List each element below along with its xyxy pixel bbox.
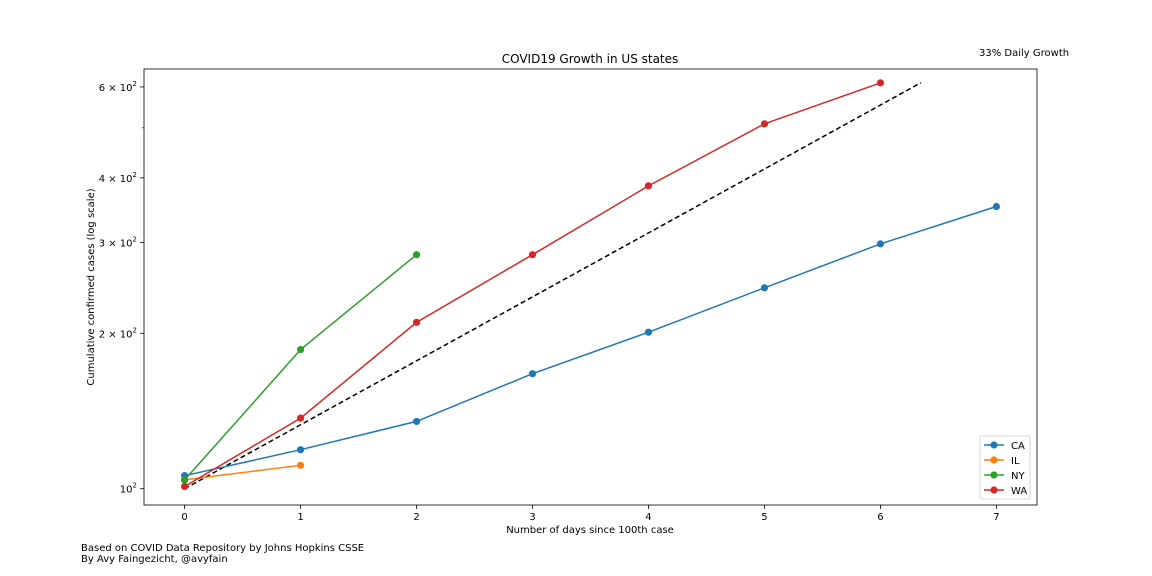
data-point-ca (412, 417, 421, 426)
legend-marker-il (990, 456, 998, 464)
data-point-ca (528, 370, 537, 378)
x-tick-label: 6 (877, 512, 883, 523)
series-ca (180, 202, 1001, 480)
reference-line (184, 82, 922, 490)
chart-title: COVID19 Growth in US states (502, 52, 679, 66)
x-tick-label: 1 (297, 512, 303, 523)
data-point-wa (528, 251, 537, 259)
data-point-ca (992, 202, 1001, 211)
data-point-wa (876, 79, 885, 87)
data-point-wa (296, 414, 305, 422)
series-layer (180, 79, 1001, 491)
x-tick-label: 7 (993, 512, 999, 523)
y-tick-label: 4 × 102 (99, 171, 137, 185)
data-point-ny (180, 476, 189, 484)
credits-source: Based on COVID Data Repository by Johns … (81, 543, 365, 554)
series-wa (180, 79, 885, 491)
credits-author: By Avy Faingezicht, @avyfain (81, 554, 228, 565)
legend-marker-ny (990, 471, 998, 479)
x-tick-label: 3 (529, 512, 535, 523)
data-point-wa (760, 120, 769, 128)
y-axis-label: Cumulative confirmed cases (log scale) (86, 188, 97, 385)
y-tick-label: 6 × 102 (99, 80, 137, 94)
x-tick-label: 4 (645, 512, 651, 523)
data-point-ny (412, 251, 421, 259)
credits: Based on COVID Data Repository by Johns … (81, 543, 364, 565)
data-point-ca (296, 446, 305, 454)
y-tick-label: 102 (120, 482, 137, 496)
data-point-ca (760, 284, 769, 292)
x-ticks: 0 1 2 3 4 5 6 7 (181, 505, 1000, 523)
x-tick-label: 5 (761, 512, 767, 523)
y-ticks: 102 2 × 102 3 × 102 4 × 102 6 × 102 (99, 80, 144, 496)
plot-frame (143, 68, 1038, 506)
data-point-ca (876, 240, 885, 248)
data-point-wa (412, 318, 421, 326)
series-line-ca (184, 205, 997, 477)
x-axis-label: Number of days since 100th case (506, 525, 674, 536)
legend: CA IL NY WA (979, 435, 1031, 500)
reference-layer (184, 82, 922, 490)
legend-label-il: IL (1011, 456, 1020, 467)
legend-marker-wa (990, 486, 998, 494)
legend-label-ca: CA (1011, 441, 1025, 452)
x-tick-label: 2 (413, 512, 419, 523)
y-tick-label: 2 × 102 (99, 326, 137, 340)
data-point-wa (644, 182, 653, 190)
plot-area (144, 69, 1037, 505)
y-tick-label: 3 × 102 (99, 235, 137, 249)
data-point-il (296, 461, 305, 469)
reference-line-label: 33% Daily Growth (979, 48, 1070, 59)
x-tick-label: 0 (181, 512, 187, 523)
data-point-ny (296, 345, 305, 354)
series-ny (180, 251, 421, 484)
data-point-ca (644, 328, 653, 336)
legend-box (979, 435, 1031, 500)
legend-marker-ca (990, 441, 998, 449)
legend-label-wa: WA (1011, 486, 1027, 497)
series-line-il (184, 464, 301, 481)
data-point-wa (180, 482, 189, 491)
legend-label-ny: NY (1011, 471, 1025, 482)
